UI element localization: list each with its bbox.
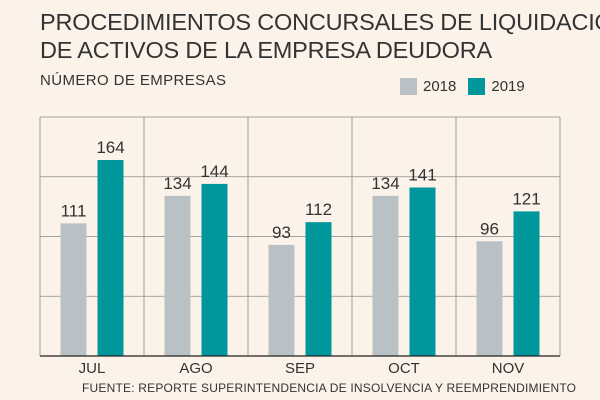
bar-2019-sep bbox=[305, 222, 332, 356]
data-label-2018-ago: 134 bbox=[163, 174, 191, 193]
bar-2018-ago bbox=[164, 195, 191, 356]
data-label-2019-nov: 121 bbox=[512, 189, 540, 208]
bar-2018-sep bbox=[268, 244, 295, 356]
data-label-2019-ago: 144 bbox=[200, 162, 228, 181]
data-label-2019-oct: 141 bbox=[408, 166, 436, 185]
legend-swatch-2018 bbox=[400, 77, 417, 95]
chart-legend: 2018 2019 bbox=[400, 76, 537, 96]
data-label-2019-sep: 112 bbox=[305, 200, 332, 219]
legend-item-2019: 2019 bbox=[468, 77, 525, 95]
x-tick-label-jul: JUL bbox=[79, 360, 106, 377]
data-label-2018-sep: 93 bbox=[272, 223, 291, 242]
x-tick-label-oct: OCT bbox=[388, 360, 420, 377]
x-tick-label-ago: AGO bbox=[179, 360, 212, 377]
legend-label-2018: 2018 bbox=[423, 77, 457, 95]
chart-title-line-2: DE ACTIVOS DE LA EMPRESA DEUDORA bbox=[40, 37, 492, 63]
bar-2018-jul bbox=[60, 223, 87, 356]
data-label-2018-jul: 111 bbox=[61, 201, 87, 220]
x-tick-label-sep: SEP bbox=[285, 360, 315, 377]
data-label-2018-oct: 134 bbox=[371, 174, 399, 193]
legend-label-2019: 2019 bbox=[491, 77, 525, 95]
data-label-2018-nov: 96 bbox=[480, 219, 499, 238]
bar-2019-ago bbox=[201, 183, 228, 356]
chart-subtitle: NÚMERO DE EMPRESAS bbox=[40, 72, 227, 89]
source-note: FUENTE: REPORTE SUPERINTENDENCIA DE INSO… bbox=[82, 381, 577, 395]
bar-2018-nov bbox=[476, 241, 503, 356]
bar-2019-nov bbox=[513, 211, 540, 356]
legend-swatch-2019 bbox=[468, 77, 486, 95]
bar-2019-jul bbox=[97, 160, 124, 356]
data-label-2019-jul: 164 bbox=[96, 138, 124, 157]
chart-title: PROCEDIMIENTOS CONCURSALES DE LIQUIDACIÓ… bbox=[40, 8, 600, 64]
bar-2018-oct bbox=[372, 195, 399, 356]
x-tick-label-nov: NOV bbox=[492, 360, 525, 377]
bar-2019-oct bbox=[409, 187, 436, 356]
legend-item-2018: 2018 bbox=[400, 77, 457, 95]
chart-title-line-1: PROCEDIMIENTOS CONCURSALES DE LIQUIDACIÓ… bbox=[40, 9, 600, 35]
